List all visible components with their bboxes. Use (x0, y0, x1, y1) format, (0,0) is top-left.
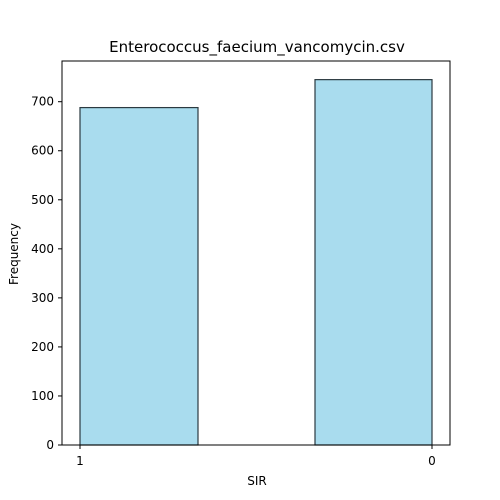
y-axis-label: Frequency (7, 223, 21, 285)
chart-title: Enterococcus_faecium_vancomycin.csv (109, 38, 405, 57)
y-tick-label-500: 500 (31, 193, 54, 207)
y-tick-label-400: 400 (31, 242, 54, 256)
y-tick-label-700: 700 (31, 95, 54, 109)
x-tick-label-1: 0 (428, 454, 436, 468)
x-axis-label: SIR (247, 474, 267, 488)
y-tick-label-0: 0 (46, 438, 54, 452)
y-tick-label-300: 300 (31, 291, 54, 305)
y-tick-label-200: 200 (31, 340, 54, 354)
y-tick-label-600: 600 (31, 144, 54, 158)
bar-0 (314, 79, 433, 446)
plot-area: 0 100 200 300 400 500 600 700 1 0 (31, 60, 451, 468)
y-tick-label-100: 100 (31, 389, 54, 403)
axes-frame (61, 60, 451, 446)
bar-1 (79, 106, 199, 446)
x-tick-label-0: 1 (76, 454, 84, 468)
